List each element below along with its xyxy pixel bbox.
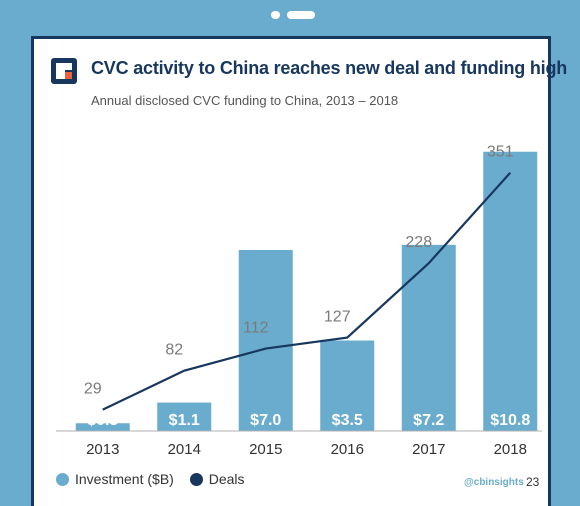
bar-2016	[320, 340, 375, 431]
bar-label-2013: $0.3	[87, 412, 118, 429]
deals-label-2015: 112	[243, 320, 269, 337]
legend-item-investment: Investment ($B)	[56, 471, 174, 487]
bar-label-2015: $7.0	[250, 412, 281, 429]
deals-label-2017: 228	[405, 234, 432, 251]
x-tick-2018: 2018	[494, 441, 527, 458]
bar-label-2016: $3.5	[332, 412, 363, 429]
deals-line	[102, 171, 512, 411]
bar-label-2018: $10.8	[490, 412, 530, 429]
x-tick-2016: 2016	[331, 441, 364, 458]
bar-2017	[401, 244, 456, 431]
legend-swatch-investment	[56, 473, 69, 486]
source-handle: @cbinsights	[464, 477, 524, 488]
legend: Investment ($B) Deals	[56, 471, 257, 487]
bar-2013	[75, 423, 130, 431]
cb-insights-logo	[51, 58, 77, 84]
deals-label-2013: 29	[84, 381, 102, 398]
chart-card: CVC activity to China reaches new deal a…	[31, 36, 567, 506]
x-tick-2014: 2014	[168, 441, 201, 458]
legend-label-investment: Investment ($B)	[75, 471, 174, 487]
legend-item-deals: Deals	[189, 471, 245, 487]
bar-2014	[157, 402, 212, 431]
bar-2015	[238, 250, 293, 431]
legend-label-deals: Deals	[208, 471, 245, 487]
bar-label-2017: $7.2	[413, 412, 444, 429]
bar-label-2014: $1.1	[169, 412, 200, 429]
deals-label-2018: 351	[487, 144, 514, 161]
x-tick-2017: 2017	[412, 441, 445, 458]
chart-subtitle: Annual disclosed CVC funding to China, 2…	[91, 93, 399, 108]
x-tick-2013: 2013	[86, 441, 119, 458]
deals-label-2016: 127	[324, 309, 351, 326]
page-number: 23	[526, 475, 540, 489]
indicator-pill	[287, 11, 315, 19]
legend-swatch-deals	[189, 473, 203, 486]
x-tick-2015: 2015	[249, 441, 282, 458]
chart-plot: 2013 2014 2015 2016 2017 2018 $0.3 $1.1 $7.0 $3.5…	[56, 144, 542, 458]
bar-2018	[483, 151, 538, 431]
deals-label-2014: 82	[165, 342, 183, 359]
chart-title: CVC activity to China reaches new deal a…	[91, 58, 568, 78]
indicator-dot	[271, 11, 280, 19]
